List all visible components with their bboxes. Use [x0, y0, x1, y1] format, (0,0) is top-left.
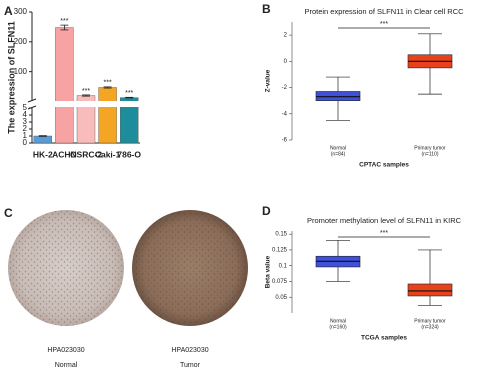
box [315, 91, 361, 101]
y-tick-label: 0 [284, 59, 288, 65]
significance: *** [380, 230, 388, 237]
break-mark [27, 105, 37, 110]
y-tick-label: -6 [282, 138, 288, 144]
y-tick-label: 100 [14, 67, 28, 76]
bar [33, 135, 52, 144]
y-tick-label: 3 [23, 117, 28, 126]
chart-title: Protein expression of SLFN11 in Clear ce… [304, 7, 464, 16]
y-tick-label: 0.15 [275, 232, 287, 238]
x-tick-note: (n=110) [421, 151, 438, 157]
y-tick-label: 1 [23, 131, 28, 140]
x-tick-note: (n=324) [421, 324, 439, 330]
significance: *** [104, 80, 112, 87]
panel-letter: D [262, 204, 271, 218]
x-tick-label: HK-2 [33, 149, 53, 159]
significance: *** [125, 90, 133, 97]
y-tick-label: 0.05 [275, 295, 287, 301]
y-tick-label: 5 [23, 103, 28, 112]
image-id: HPA023030 [171, 347, 208, 354]
y-tick-label: 2 [23, 124, 28, 133]
ihc-texture [8, 210, 124, 326]
significance: *** [82, 88, 90, 95]
image-caption: Tumor [180, 362, 201, 369]
y-tick-label: -4 [282, 111, 288, 117]
x-tick-label: 786-O [117, 149, 141, 159]
x-tick-label: Normal [330, 318, 346, 324]
x-tick-label: Normal [330, 145, 346, 151]
panel-letter: C [4, 206, 13, 220]
y-axis-label: Beta value [265, 255, 272, 288]
y-axis-label: The expression of SLFN11 [6, 21, 16, 134]
y-tick-label: 0.075 [272, 279, 288, 285]
y-tick-label: 200 [14, 37, 28, 46]
significance: *** [60, 18, 68, 25]
bar [55, 27, 74, 144]
x-tick-label: Primary tumor [414, 145, 446, 151]
y-tick-label: 0.125 [272, 248, 288, 254]
x-tick-label: ACHN [52, 149, 77, 159]
bar [98, 87, 117, 144]
y-tick-label: 0 [23, 138, 28, 147]
y-tick-label: 300 [14, 7, 28, 16]
x-tick-label: Primary tumor [414, 318, 446, 324]
y-tick-label: 2 [284, 33, 288, 39]
x-tick-label: Caki-1 [95, 149, 121, 159]
x-tick-note: (n=160) [329, 324, 347, 330]
y-axis-label: Z-value [265, 69, 272, 92]
y-tick-label: -2 [282, 85, 288, 91]
panel-c-images [8, 210, 248, 326]
ihc-texture [132, 210, 248, 326]
axis-break [28, 101, 140, 107]
break-mark [27, 98, 37, 103]
box [407, 283, 453, 297]
x-axis-label: CPTAC samples [359, 162, 409, 169]
x-tick-note: (n=84) [331, 151, 346, 157]
panel-letter: B [262, 2, 271, 16]
x-axis-label: TCGA samples [361, 335, 407, 342]
chart-title: Promoter methylation level of SLFN11 in … [307, 216, 462, 225]
image-id: HPA023030 [47, 347, 84, 354]
y-tick-label: 4 [23, 110, 28, 119]
y-tick-label: 0.1 [279, 263, 288, 269]
panel-letter: A [4, 4, 13, 18]
x-tick-label: OSRC-2 [70, 149, 102, 159]
significance: *** [380, 21, 388, 28]
image-caption: Normal [55, 362, 78, 369]
